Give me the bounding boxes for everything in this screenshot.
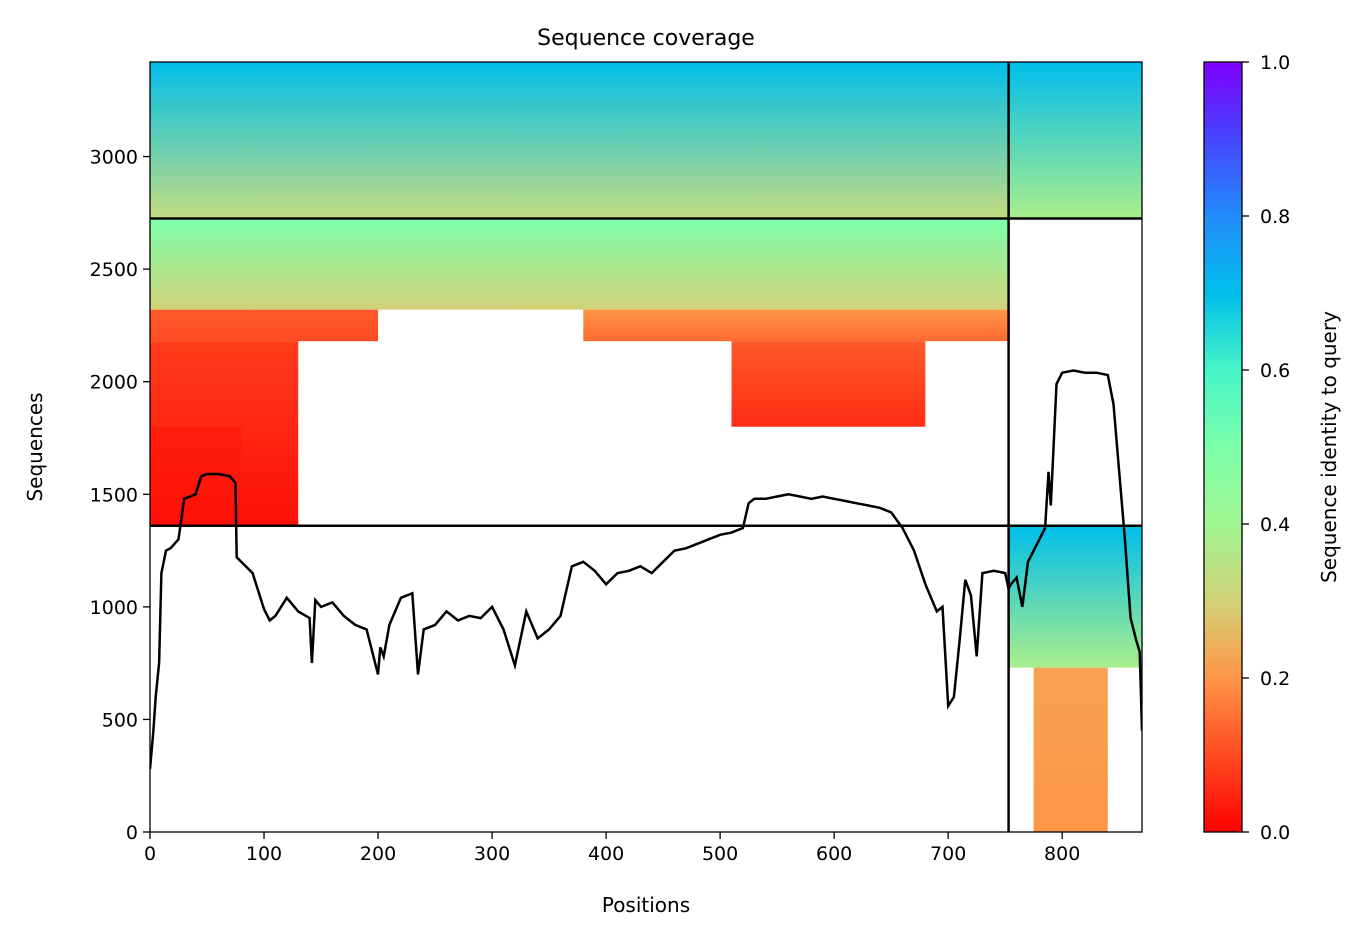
x-tick-label: 600 <box>816 843 852 865</box>
colorbar-label: Sequence identity to query <box>1317 311 1341 583</box>
coverage-block <box>150 62 1009 219</box>
colorbar-tick-label: 0.8 <box>1260 206 1290 228</box>
y-tick-label: 0 <box>126 822 138 844</box>
colorbar-tick-label: 1.0 <box>1260 52 1290 74</box>
colorbar-tick-label: 0.4 <box>1260 514 1290 536</box>
plot-frame <box>149 61 1143 833</box>
x-tick-label: 800 <box>1044 843 1080 865</box>
y-axis-label: Sequences <box>23 392 47 501</box>
y-axis-ticks: 0 500 1000 1500 2000 2500 3000 <box>90 147 150 844</box>
x-tick-label: 300 <box>474 843 510 865</box>
y-tick-label: 2000 <box>90 372 138 394</box>
coverage-block <box>1008 525 1142 668</box>
colorbar <box>1203 61 1243 833</box>
x-tick-label: 100 <box>246 843 282 865</box>
x-axis-label: Positions <box>602 893 690 917</box>
y-tick-label: 1500 <box>90 484 138 506</box>
coverage-block <box>1033 667 1108 832</box>
coverage-block <box>150 309 379 342</box>
x-tick-label: 400 <box>588 843 624 865</box>
y-tick-label: 500 <box>102 709 138 731</box>
colorbar-tick-label: 0.6 <box>1260 360 1290 382</box>
section-dividers <box>150 62 1142 832</box>
y-tick-label: 1000 <box>90 597 138 619</box>
coverage-line <box>150 369 1142 770</box>
coverage-block <box>1008 62 1142 219</box>
colorbar-ticks: 0.0 0.2 0.4 0.6 0.8 1.0 <box>1242 52 1290 844</box>
x-tick-label: 200 <box>360 843 396 865</box>
coverage-heatmap <box>150 62 1142 832</box>
y-tick-label: 3000 <box>90 147 138 169</box>
x-tick-label: 0 <box>144 843 156 865</box>
colorbar-tick-label: 0.0 <box>1260 822 1290 844</box>
coverage-block <box>150 218 1009 310</box>
coverage-block <box>731 341 926 427</box>
colorbar-tick-label: 0.2 <box>1260 668 1290 690</box>
x-tick-label: 700 <box>930 843 966 865</box>
x-axis-ticks: 0 100 200 300 400 500 600 700 800 <box>144 832 1080 865</box>
coverage-block <box>583 309 1009 342</box>
x-tick-label: 500 <box>702 843 738 865</box>
y-tick-label: 2500 <box>90 259 138 281</box>
chart-title: Sequence coverage <box>537 26 755 51</box>
